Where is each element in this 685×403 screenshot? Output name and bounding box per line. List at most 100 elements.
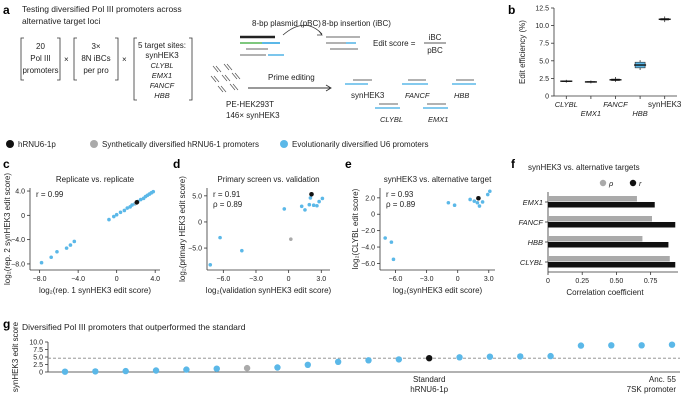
e-point (472, 199, 477, 203)
g-point (547, 352, 554, 360)
g-annotation-line: 7SK promoter (627, 385, 677, 394)
b-y-tick-label: 2.5 (539, 76, 549, 83)
insertion-label: 8-bp insertion (iBC) (322, 19, 391, 28)
g-point (517, 353, 524, 360)
d-x-axis-title: log₂(validation synHEK3 edit score) (206, 286, 332, 295)
g-y-tick-label: 2.5 (33, 362, 43, 369)
box1-left-bracket (20, 37, 24, 81)
c-point (39, 260, 44, 265)
g-point (638, 342, 645, 349)
box3-line2: synHEK3 (145, 51, 179, 60)
panel-b: 0 2.5 5.0 7.5 10.0 12.5 Edit efficiency (%) CLY… (518, 6, 682, 119)
f-x-tick-label: 0.75 (644, 278, 658, 285)
c-point (114, 212, 119, 217)
c-point (122, 208, 127, 213)
g-title: Diversified Pol III promoters that outpe… (22, 322, 246, 332)
g-point (213, 365, 220, 372)
panel-d-label: d (173, 157, 180, 171)
g-point (183, 366, 190, 373)
site-emx1-label: EMX1 (428, 115, 448, 124)
b-x-tick-label-CLYBL: CLYBL (555, 100, 578, 109)
e-point (476, 195, 481, 201)
f-y-tick-label-CLYBL: CLYBL (520, 258, 543, 267)
c-x-axis-title: log₂(rep. 1 synHEK3 edit score) (39, 286, 151, 295)
e-point (391, 257, 396, 262)
f-bar-EMX1-ρ (548, 196, 637, 202)
c-point (130, 203, 134, 207)
e-y-tick-label: −2.0 (361, 228, 375, 235)
b-x-tick-label-EMX1: EMX1 (581, 109, 601, 118)
b-y-tick-label: 0 (545, 94, 549, 101)
g-point (243, 364, 251, 372)
g-point (486, 353, 494, 360)
box3-line5: FANCF (150, 81, 175, 90)
legend-swatch-evolutionary (280, 140, 288, 148)
d-x-tick-label: −3.0 (249, 276, 263, 283)
box3-line4: EMX1 (152, 71, 172, 80)
panel-g: Diversified Pol III promoters that outpe… (11, 321, 680, 394)
g-y-tick-label: 0 (39, 370, 43, 377)
d-point (315, 203, 319, 208)
d-point (240, 248, 244, 253)
b-y-axis-title: Edit efficiency (%) (518, 20, 527, 84)
c-point (107, 217, 111, 222)
c-y-tick-label: −8.0 (11, 261, 25, 268)
g-y-axis-title: synHEK3 edit score (11, 321, 20, 392)
b-y-tick-label: 7.5 (539, 41, 549, 48)
f-legend-label-0: ρ (608, 179, 614, 188)
d-point (289, 237, 293, 241)
d-annotation: r = 0.91 (213, 190, 241, 199)
legend-label-evolutionary: Evolutionarily diversified U6 promoters (292, 140, 429, 149)
g-annotation-line: Anc. 55 (649, 375, 677, 384)
box3-line3: CLYBL (150, 61, 173, 70)
times-sign-1: × (64, 55, 69, 64)
c-x-tick-label: −4.0 (71, 276, 85, 283)
g-point (668, 341, 676, 348)
e-point (446, 200, 451, 205)
f-legend-swatch-0 (599, 179, 607, 187)
f-x-axis-title: Correlation coefficient (566, 288, 644, 297)
d-x-tick-label: 0 (287, 276, 291, 283)
legend: hRNU6-1p Synthetically diversified hRNU6… (6, 140, 429, 149)
panel-d: Primary screen vs. validation −6.0 −3.0 0 3.… (178, 175, 332, 295)
g-point (122, 367, 129, 375)
box1-line1: 20 (36, 42, 45, 51)
c-point (151, 189, 156, 194)
g-point (274, 364, 281, 371)
e-y-tick-label: −6.0 (361, 261, 375, 268)
box2-line2: 8N iBCs (81, 54, 110, 63)
f-bar-FANCF-r (548, 222, 676, 228)
g-point (365, 357, 372, 364)
d-point (307, 202, 312, 207)
d-y-tick-label: −5.0 (188, 246, 202, 253)
box2-left-bracket (73, 37, 77, 81)
g-y-tick-label: 7.5 (33, 347, 43, 354)
g-point (577, 342, 585, 349)
box1-line2: Pol III (30, 54, 50, 63)
box2-line3: per pro (83, 66, 109, 75)
f-y-tick-label-EMX1: EMX1 (523, 198, 543, 207)
c-point (49, 255, 53, 260)
box1-right-bracket (57, 37, 61, 81)
c-point (72, 239, 77, 244)
f-x-tick-label: 0.25 (575, 278, 589, 285)
panel-b-label: b (508, 3, 515, 17)
panel-g-label: g (3, 317, 10, 331)
d-point (308, 196, 313, 200)
e-x-tick-label: 0 (456, 276, 460, 283)
cell-line-label: PE-HEK293T (226, 100, 274, 109)
site-hbb-label: HBB (454, 91, 469, 100)
box3-left-bracket (133, 37, 137, 101)
panel-a-title-line2: alternative target loci (22, 16, 101, 26)
e-annotation: ρ = 0.89 (386, 200, 416, 209)
e-y-tick-label: 2.0 (365, 195, 375, 202)
e-point (475, 200, 480, 205)
plasmid-label: 8-bp plasmid (pBC) (252, 19, 321, 28)
d-x-tick-label: −6.0 (216, 276, 230, 283)
f-y-tick-label-HBB: HBB (528, 238, 543, 247)
c-point (111, 214, 116, 219)
c-point (134, 199, 140, 205)
c-point (118, 210, 123, 215)
d-y-tick-label: 0 (198, 219, 202, 226)
c-point (138, 197, 143, 202)
